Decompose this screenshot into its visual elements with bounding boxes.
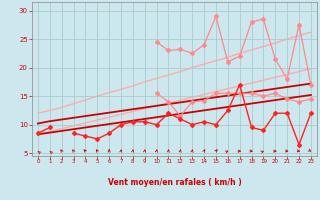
X-axis label: Vent moyen/en rafales ( km/h ): Vent moyen/en rafales ( km/h ) [108, 178, 241, 187]
